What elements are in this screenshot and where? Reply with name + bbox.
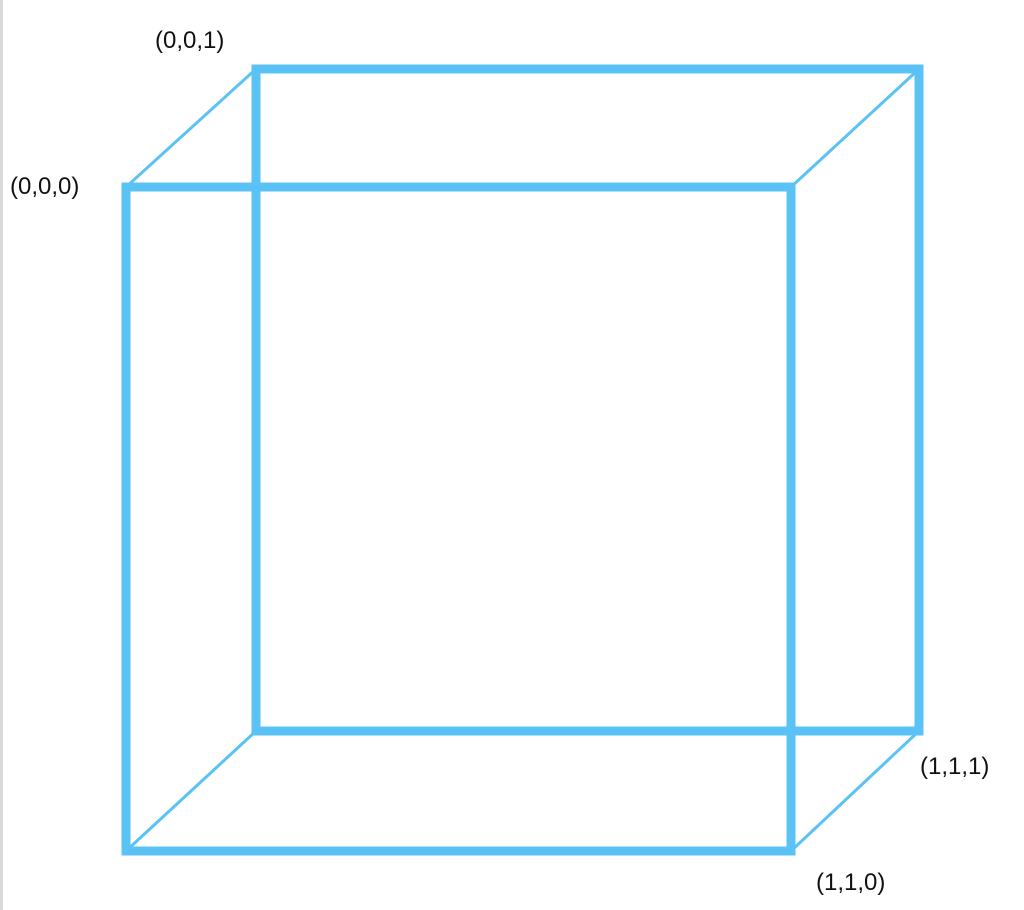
left-border (0, 0, 3, 910)
edge-top-right (789, 67, 921, 189)
label-vertex-001: (0,0,1) (155, 27, 224, 54)
edge-top-left (124, 67, 258, 189)
label-vertex-110: (1,1,0) (816, 869, 885, 896)
front-face (121, 182, 796, 856)
edge-bottom-right (789, 729, 921, 853)
label-vertex-000: (0,0,0) (10, 173, 79, 200)
label-vertex-111: (1,1,1) (920, 753, 989, 780)
back-face (251, 64, 924, 736)
edge-bottom-left (124, 729, 258, 853)
